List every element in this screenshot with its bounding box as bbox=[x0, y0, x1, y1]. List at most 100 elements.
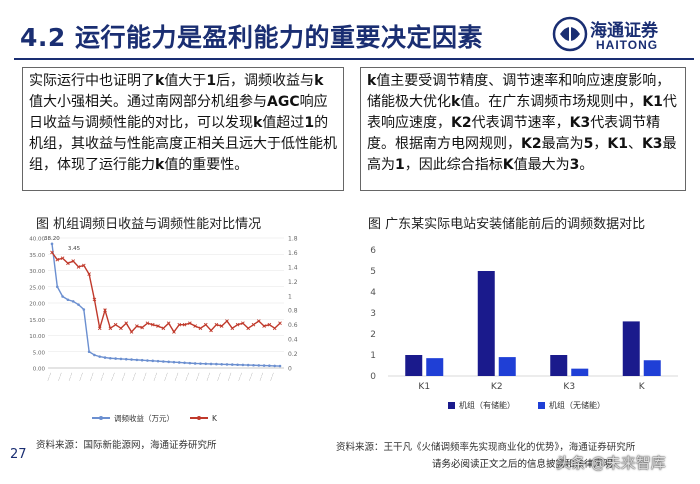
y-left-tick-label: 40.00 bbox=[29, 237, 45, 243]
watermark: 头条 @未来智库 bbox=[556, 454, 666, 472]
y-right-tick-label: 0.8 bbox=[288, 308, 298, 315]
right-text-segment: K2 bbox=[451, 115, 472, 131]
data-point bbox=[215, 362, 218, 366]
x-tick-label: K2 bbox=[491, 382, 503, 392]
right-text-segment: K2 bbox=[521, 136, 542, 152]
x-tick-label: —— bbox=[78, 372, 86, 383]
left-text-segment: k bbox=[155, 157, 165, 173]
revenue-k-line-chart: 0.00 5.00 10.00 15.00 20.00 25.00 30.00 35.00 40… bbox=[29, 236, 298, 424]
data-point bbox=[188, 321, 192, 326]
data-point bbox=[156, 359, 160, 363]
y-left-tick-label: 25.00 bbox=[29, 285, 45, 291]
data-point bbox=[219, 324, 224, 328]
y-left-tick-label: 20.00 bbox=[29, 302, 45, 308]
x-tick-label: —— bbox=[184, 372, 192, 383]
data-label: 38.20 bbox=[44, 236, 60, 242]
x-tick-label: —— bbox=[205, 372, 213, 383]
data-point bbox=[241, 321, 245, 326]
data-point bbox=[156, 324, 160, 328]
left-text-segment: 实际运行中也证明了 bbox=[29, 73, 155, 89]
x-tick-label: —— bbox=[142, 372, 150, 383]
y-right-tick-label: 0.6 bbox=[288, 322, 298, 329]
data-point bbox=[252, 363, 255, 367]
data-point bbox=[246, 326, 251, 331]
right-text-segment: 代表响应速度， bbox=[367, 94, 677, 131]
data-point bbox=[135, 358, 139, 362]
left-text-segment: k bbox=[314, 73, 324, 89]
legend-label: 调频收益（万元） bbox=[114, 413, 174, 423]
left-text-segment: AGC bbox=[267, 94, 300, 110]
y-tick-label: 0 bbox=[370, 372, 376, 382]
data-point bbox=[71, 259, 76, 263]
left-text-segment: 值超过 bbox=[262, 115, 305, 131]
data-point bbox=[66, 298, 70, 302]
data-point bbox=[119, 357, 123, 361]
data-point bbox=[272, 326, 277, 331]
data-point bbox=[172, 330, 176, 334]
legend-swatch bbox=[448, 402, 455, 409]
data-point bbox=[61, 295, 64, 298]
right-text-segment: 1 bbox=[395, 157, 405, 173]
data-point bbox=[188, 361, 192, 365]
data-point bbox=[230, 363, 234, 366]
x-tick-label: —— bbox=[195, 372, 203, 383]
page-number: 27 bbox=[10, 447, 27, 462]
y-right-tick-label: 1 bbox=[288, 293, 292, 300]
left-text-segment: 1 bbox=[206, 73, 217, 89]
data-point bbox=[172, 360, 176, 364]
y-right-tick-label: 1.2 bbox=[288, 279, 298, 286]
right-text-segment: k bbox=[451, 94, 461, 110]
right-text-segment: 代表调节精度。根据南方电网规则， bbox=[367, 115, 661, 152]
left-text-segment: 值大于 bbox=[164, 73, 207, 89]
data-point bbox=[235, 322, 240, 327]
x-tick-label: —— bbox=[57, 372, 65, 383]
left-text-box: 实际运行中也证明了k值大于1后，调频收益与k值大小强相关。通过南网部分机组参与A… bbox=[22, 67, 344, 191]
data-point bbox=[97, 326, 102, 331]
data-point bbox=[267, 322, 272, 327]
x-tick-label: —— bbox=[67, 372, 75, 383]
legend-label: 机组（无储能） bbox=[549, 400, 605, 410]
data-point bbox=[129, 330, 134, 334]
storage-bar-chart: 0 1 2 3 4 5 6 K1 K2 K3 K 机组（有储能） 机组（无储能） bbox=[370, 246, 678, 410]
bar bbox=[426, 358, 444, 376]
data-point bbox=[135, 324, 139, 328]
left-text-segment: k bbox=[155, 73, 165, 89]
data-point bbox=[225, 319, 229, 323]
y-tick-label: 6 bbox=[370, 246, 376, 256]
bar bbox=[405, 355, 423, 376]
data-point bbox=[124, 321, 129, 326]
x-tick-label: —— bbox=[248, 372, 256, 383]
data-point bbox=[203, 322, 208, 327]
data-point bbox=[214, 322, 219, 327]
data-point bbox=[220, 362, 223, 366]
y-tick-label: 3 bbox=[370, 309, 376, 319]
data-point bbox=[257, 364, 261, 367]
bar bbox=[498, 357, 516, 376]
left-text-segment: 后，调频收益与 bbox=[216, 73, 315, 89]
right-text-segment: K1 bbox=[607, 136, 628, 152]
right-figure-title: 图 广东某实际电站安装储能前后的调频数据对比 bbox=[368, 217, 646, 232]
right-text-segment: K1 bbox=[642, 94, 663, 110]
bar bbox=[550, 355, 568, 376]
data-point bbox=[162, 360, 165, 363]
data-point bbox=[55, 257, 60, 262]
y-left-tick-label: 5.00 bbox=[33, 350, 46, 356]
x-tick-label: —— bbox=[173, 372, 181, 383]
x-tick-label: —— bbox=[110, 372, 118, 383]
left-text-segment: k bbox=[253, 115, 263, 131]
x-tick-label: —— bbox=[152, 372, 160, 383]
x-tick-label: —— bbox=[131, 372, 139, 383]
bar bbox=[622, 321, 640, 376]
right-text-segment: 值主要受调节精度、调节速率和响应速度影响，储能极大优化 bbox=[367, 73, 671, 110]
data-point bbox=[198, 326, 203, 331]
left-text-segment: 1 bbox=[304, 115, 315, 131]
y-tick-label: 1 bbox=[370, 351, 376, 361]
data-point bbox=[262, 324, 266, 328]
data-point bbox=[98, 355, 102, 358]
y-right-tick-label: 0.2 bbox=[288, 351, 298, 358]
x-tick-label: K3 bbox=[563, 382, 575, 392]
logo-english-name: HAITONG bbox=[596, 38, 659, 52]
data-point bbox=[56, 285, 59, 289]
right-text-box: k值主要受调节精度、调节速率和响应速度影响，储能极大优化k值。在广东调频市场规则… bbox=[360, 67, 686, 191]
data-point bbox=[140, 325, 144, 330]
